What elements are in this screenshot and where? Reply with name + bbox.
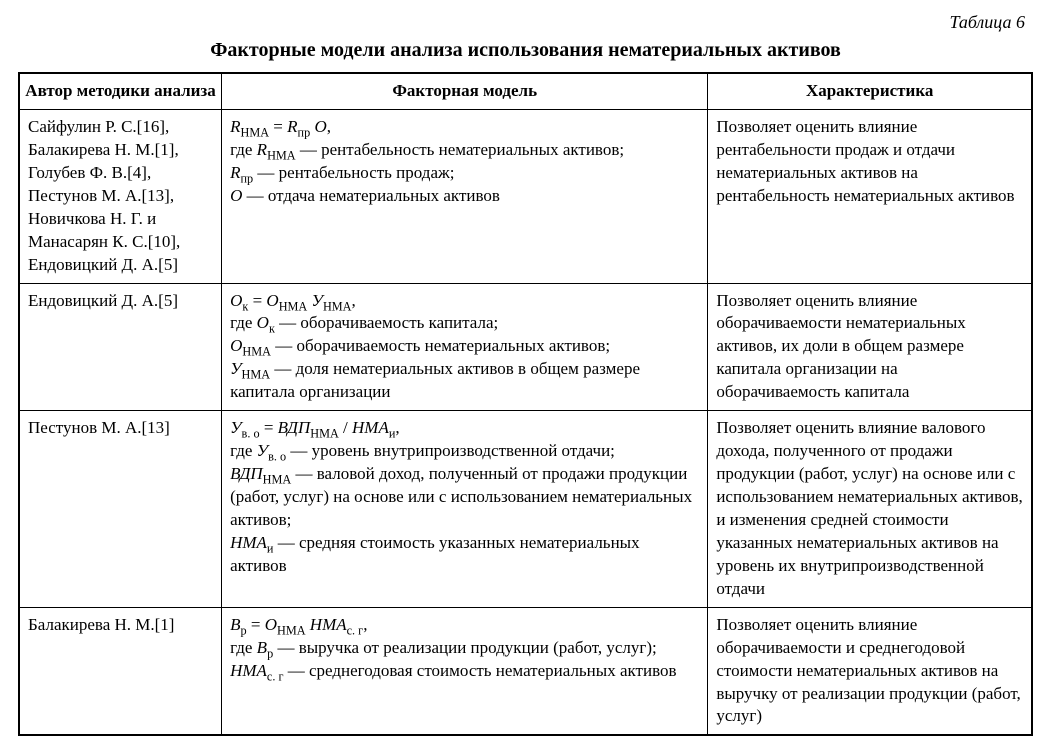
col-header-model: Факторная модель (222, 73, 708, 109)
table-row: Ендовицкий Д. А.[5] Oк = OНМА УНМА,где O… (19, 283, 1032, 411)
cell-author: Пестунов М. А.[13] (19, 411, 222, 608)
col-header-author: Автор методики анализа (19, 73, 222, 109)
cell-characteristic: Позволяет оценить влияние оборачиваемост… (708, 607, 1032, 735)
table-row: Пестунов М. А.[13] Ув. о = ВДПНМА / НМАи… (19, 411, 1032, 608)
table-header-row: Автор методики анализа Факторная модель … (19, 73, 1032, 109)
cell-characteristic: Позволяет оценить влияние оборачиваемост… (708, 283, 1032, 411)
table-row: Балакирева Н. М.[1] Вр = OНМА НМАс. г,гд… (19, 607, 1032, 735)
cell-characteristic: Позволяет оценить влияние валового доход… (708, 411, 1032, 608)
cell-author: Балакирева Н. М.[1] (19, 607, 222, 735)
cell-model: Oк = OНМА УНМА,где Oк — оборачиваемость … (222, 283, 708, 411)
cell-model: Вр = OНМА НМАс. г,где Вр — выручка от ре… (222, 607, 708, 735)
cell-model: RНМА = Rпр O,где RНМА — рентабельность н… (222, 109, 708, 283)
table-number-label: Таблица 6 (18, 12, 1025, 33)
cell-author: Сайфулин Р. С.[16], Балакирева Н. М.[1],… (19, 109, 222, 283)
col-header-characteristic: Характеристика (708, 73, 1032, 109)
table-body: Сайфулин Р. С.[16], Балакирева Н. М.[1],… (19, 109, 1032, 735)
table-caption: Факторные модели анализа использования н… (18, 39, 1033, 62)
table-header: Автор методики анализа Факторная модель … (19, 73, 1032, 109)
cell-characteristic: Позволяет оценить влияние рентабельности… (708, 109, 1032, 283)
cell-model: Ув. о = ВДПНМА / НМАи,где Ув. о — уровен… (222, 411, 708, 608)
analysis-table: Автор методики анализа Факторная модель … (18, 72, 1033, 736)
page: Таблица 6 Факторные модели анализа испол… (0, 0, 1051, 756)
table-row: Сайфулин Р. С.[16], Балакирева Н. М.[1],… (19, 109, 1032, 283)
cell-author: Ендовицкий Д. А.[5] (19, 283, 222, 411)
